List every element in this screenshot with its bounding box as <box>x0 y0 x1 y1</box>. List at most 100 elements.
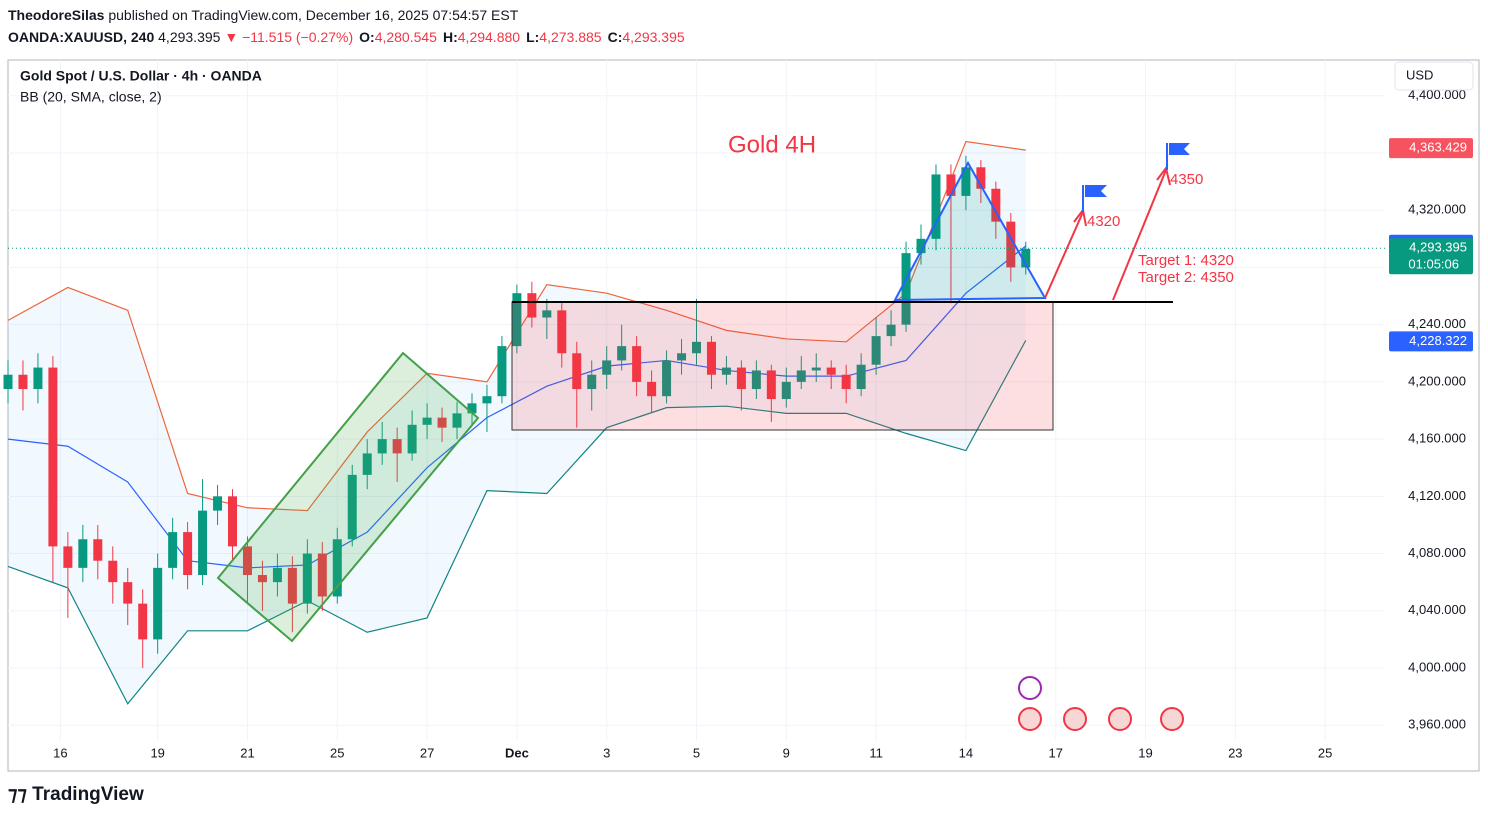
ohlc-value: 4,273.885 <box>539 29 601 45</box>
x-tick-label: 3 <box>603 745 610 760</box>
us-event-icon[interactable] <box>1108 707 1132 731</box>
annotation: 4320 <box>1087 213 1120 230</box>
candle-body <box>18 374 28 390</box>
candle-body <box>213 496 223 511</box>
indicator-label: BB (20, SMA, close, 2) <box>20 89 162 105</box>
candle-body <box>692 341 701 354</box>
candle-body <box>617 346 627 361</box>
x-tick-label: 5 <box>693 745 700 760</box>
candle-body <box>931 174 941 239</box>
ohlc-key: C: <box>608 29 623 45</box>
candle-body <box>512 293 522 347</box>
candle-body <box>736 367 746 390</box>
candle-body <box>33 367 43 390</box>
change: ▼ −11.515 (−0.27%) <box>224 29 353 45</box>
candle-body <box>662 360 672 397</box>
us-event-icon[interactable] <box>1063 707 1087 731</box>
price-label-bg <box>1389 238 1473 275</box>
x-tick-label: 19 <box>150 745 164 760</box>
ohlc-value: 4,294.880 <box>458 29 520 45</box>
range-box <box>511 301 1054 431</box>
triangle <box>893 160 1047 302</box>
plot: 3,960.000 4,000.000 4,040.000 4,080.000 4,12… <box>3 60 1466 760</box>
candle-body <box>332 539 342 597</box>
y-tick-label: 4,040.000 <box>1408 602 1466 617</box>
y-tick-label: 4,320.000 <box>1408 202 1466 217</box>
x-tick-label: Dec <box>505 745 529 760</box>
candle-body <box>377 439 387 454</box>
last: 4,293.395 <box>158 29 220 45</box>
candle-body <box>796 370 806 382</box>
x-tick-label: 27 <box>420 745 434 760</box>
annotation: Gold 4H <box>728 131 816 158</box>
us-event-icon[interactable] <box>1018 707 1042 731</box>
us-event-icon[interactable] <box>1160 707 1184 731</box>
ohlc-key: H: <box>443 29 458 45</box>
candle-body <box>93 539 103 561</box>
candle-body <box>437 417 447 428</box>
candle-body <box>138 603 148 640</box>
candle-body <box>946 174 956 196</box>
candle-body <box>123 582 133 604</box>
candle-body <box>961 167 971 196</box>
band-line <box>7 340 1027 705</box>
x-tick-label: 17 <box>1048 745 1062 760</box>
drawings <box>216 143 1190 731</box>
symbol-line: OANDA:XAUUSD, 240 4,293.395 ▼ −11.515 (−… <box>8 29 685 45</box>
y-tick-label: 4,120.000 <box>1408 488 1466 503</box>
x-tick-label: 25 <box>330 745 344 760</box>
band-line <box>7 245 1027 569</box>
currency-button[interactable] <box>1394 61 1474 91</box>
flag <box>1085 185 1107 197</box>
price-label-bg <box>1389 331 1473 352</box>
event-icon[interactable] <box>1018 676 1042 700</box>
candle-body <box>482 396 492 404</box>
x-tick-label: 9 <box>783 745 790 760</box>
candle-body <box>781 381 791 400</box>
price-label: 4,228.322 <box>1409 333 1467 348</box>
y-tick-label: 4,240.000 <box>1408 316 1466 331</box>
annotation: 4350 <box>1170 171 1203 188</box>
candle-body <box>856 364 866 390</box>
candle-body <box>811 367 821 371</box>
candle-body <box>108 560 118 583</box>
candle-body <box>287 567 297 604</box>
candle-body <box>497 346 507 397</box>
candle-body <box>63 546 73 568</box>
candle-body <box>916 238 926 254</box>
candle-body <box>78 539 88 568</box>
candle-body <box>183 532 193 576</box>
candle-body <box>272 567 282 583</box>
candle-body <box>542 310 552 318</box>
candle-body <box>302 553 312 604</box>
candle-body <box>841 374 851 390</box>
y-tick-label: 4,400.000 <box>1408 87 1466 102</box>
symbol: OANDA:XAUUSD, 240 <box>8 29 154 45</box>
candle-body <box>347 474 357 540</box>
candle-body <box>1006 221 1016 268</box>
price-label: 4,293.395 <box>1409 240 1467 255</box>
chart-frame <box>7 59 1480 772</box>
publisher: TheodoreSilas <box>8 7 105 23</box>
candle-body <box>317 553 327 597</box>
x-tick-label: 11 <box>869 745 883 760</box>
candle-body <box>587 374 597 390</box>
x-tick-label: 21 <box>240 745 254 760</box>
candle-body <box>976 167 986 189</box>
annotation: Target 1: 4320 <box>1138 252 1234 269</box>
x-tick-label: 23 <box>1228 745 1242 760</box>
arrow <box>1044 211 1084 299</box>
candle-body <box>407 424 417 454</box>
price-label-bg <box>1389 138 1473 159</box>
ohlc-key: O: <box>359 29 375 45</box>
candle-body <box>228 496 238 547</box>
y-tick-label: 4,080.000 <box>1408 545 1466 560</box>
brand-name: TradingView <box>32 784 144 805</box>
candle-body <box>257 575 267 583</box>
candle-body <box>3 374 13 390</box>
chart-title: Gold Spot / U.S. Dollar · 4h · OANDA <box>20 68 262 84</box>
candle-body <box>452 413 462 428</box>
candle-body <box>198 510 208 576</box>
x-tick-label: 14 <box>959 745 973 760</box>
